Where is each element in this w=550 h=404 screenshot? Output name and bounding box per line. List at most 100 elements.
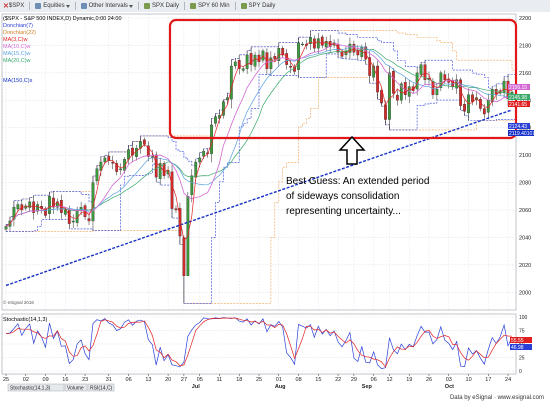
tab-label: RSI(14,C) bbox=[90, 386, 113, 392]
candle-body bbox=[435, 89, 439, 95]
y-tick-label: 2160 bbox=[519, 71, 531, 77]
stoch-tag-bg bbox=[510, 337, 532, 343]
close-icon[interactable]: ✕ bbox=[3, 3, 9, 10]
chevron-down-icon bbox=[65, 4, 70, 8]
toolbar-item-equities[interactable]: Equities bbox=[35, 3, 70, 9]
tab-label: Stochastic(14,1,3) bbox=[10, 386, 51, 392]
legend-ma150: MA(150,C)s bbox=[3, 78, 33, 84]
symbol-tab[interactable]: ✕ $SPX bbox=[3, 2, 24, 10]
candle-body bbox=[87, 218, 91, 222]
chart-title: ($SPX - S&P 500 INDEX,D) Dynamic,0:00 24… bbox=[3, 16, 122, 22]
candle-body bbox=[79, 207, 83, 211]
candle-body bbox=[190, 175, 194, 195]
price-tag-4: 2124.43 bbox=[509, 124, 527, 130]
chevron-down-icon bbox=[128, 4, 133, 8]
legend-donchian7: Donchian(7) bbox=[3, 23, 33, 29]
ma3-line bbox=[5, 40, 513, 242]
consolidation-box bbox=[168, 18, 518, 140]
candle-body bbox=[419, 64, 423, 75]
candle-body bbox=[154, 154, 158, 178]
annotation-line-3: representing uncertainty... bbox=[286, 206, 401, 217]
footer: Data by eSignal · www.esignal.com bbox=[0, 394, 550, 404]
x-tick-label: 12 bbox=[386, 377, 392, 383]
candle-body bbox=[225, 97, 229, 101]
x-tick-label: 08 bbox=[296, 377, 302, 383]
candle-body bbox=[103, 157, 107, 163]
legend-ma15: MA(15,C)w bbox=[3, 51, 31, 57]
ma15-line bbox=[5, 45, 513, 227]
price-chart[interactable]: 2000202020402060208021002120214021602180… bbox=[0, 12, 550, 394]
month-label: Sep bbox=[362, 384, 373, 390]
price-tag-bg bbox=[508, 94, 530, 100]
price-tag-bg bbox=[508, 130, 534, 136]
month-label: Jul bbox=[192, 384, 200, 390]
toolbar-item-other-intervals[interactable]: Other Intervals bbox=[80, 3, 133, 9]
x-tick-label: 22 bbox=[335, 377, 341, 383]
x-tick-label: 16 bbox=[62, 377, 68, 383]
candle-body bbox=[178, 208, 182, 237]
stochastic-k-line bbox=[5, 317, 513, 369]
candle-body bbox=[67, 209, 71, 224]
x-tick-label: 19 bbox=[406, 377, 412, 383]
up-arrow-icon bbox=[338, 135, 366, 165]
tab-rsi[interactable] bbox=[87, 383, 115, 392]
candle-body bbox=[395, 94, 399, 101]
price-tag-bg bbox=[508, 101, 530, 107]
stoch-tick-label: 100 bbox=[519, 315, 528, 321]
toolbar-item-label: SPY Daily bbox=[248, 3, 276, 9]
y-tick-label: 2180 bbox=[519, 43, 531, 49]
y-tick-label: 2200 bbox=[519, 16, 531, 22]
candle-body bbox=[170, 171, 174, 209]
candle-body bbox=[36, 204, 40, 212]
candle-body bbox=[229, 65, 233, 100]
candle-body bbox=[222, 101, 225, 116]
chart-icon bbox=[143, 3, 150, 9]
stoch-tick-label: 75 bbox=[519, 329, 525, 335]
x-tick-label: 06 bbox=[126, 377, 132, 383]
price-tag-1: 2156.15 bbox=[509, 85, 527, 91]
x-tick-label: 27 bbox=[181, 377, 187, 383]
candle-body bbox=[392, 71, 395, 94]
x-tick-label: 18 bbox=[236, 377, 242, 383]
candle-body bbox=[233, 61, 237, 67]
candle-body bbox=[245, 54, 249, 69]
candle-body bbox=[119, 168, 123, 171]
candle-body bbox=[356, 50, 360, 56]
x-tick-label: 10 bbox=[466, 377, 472, 383]
stoch-tick-label: 25 bbox=[519, 356, 525, 362]
toolbar-item-spy-60[interactable]: SPY 60 Min bbox=[189, 3, 230, 9]
y-tick-label: 2040 bbox=[519, 235, 531, 241]
y-tick-label: 2080 bbox=[519, 181, 531, 187]
candle-body bbox=[316, 38, 320, 49]
legend-ma3: MA(3,C)w bbox=[3, 37, 27, 43]
candle-body bbox=[368, 57, 372, 76]
x-tick-label: 05 bbox=[197, 377, 203, 383]
toolbar-item-spy-daily[interactable]: SPY Daily bbox=[240, 3, 276, 9]
candle-body bbox=[455, 79, 459, 89]
toolbar-item-label: SPY 60 Min bbox=[197, 3, 230, 9]
candle-body bbox=[48, 196, 51, 214]
footer-credit: Data by eSignal · www.esignal.com bbox=[449, 395, 544, 401]
candle-body bbox=[463, 103, 466, 112]
candle-body bbox=[214, 116, 217, 124]
x-tick-label: 11 bbox=[216, 377, 222, 383]
tab-stochastic[interactable] bbox=[7, 383, 65, 392]
candle-body bbox=[384, 104, 387, 120]
x-tick-label: 24 bbox=[505, 377, 511, 383]
candle-body bbox=[111, 162, 115, 164]
price-tag-5: 2119.40107 bbox=[509, 131, 535, 137]
stochastic-d-line bbox=[5, 317, 513, 368]
y-tick-label: 2020 bbox=[519, 263, 531, 269]
toolbar-item-spx-daily[interactable]: SPX Daily bbox=[143, 3, 179, 9]
price-tag-bg bbox=[508, 84, 530, 90]
candle-body bbox=[52, 197, 55, 208]
tab-volume[interactable] bbox=[64, 383, 88, 392]
toolbar-divider bbox=[29, 2, 31, 10]
symbol-label: $SPX bbox=[8, 3, 25, 9]
grid-icon bbox=[80, 3, 87, 9]
x-tick-label: 13 bbox=[145, 377, 151, 383]
candle-body bbox=[443, 74, 447, 80]
candle-body bbox=[142, 139, 146, 145]
candle-body bbox=[135, 148, 138, 157]
annotation-line-1: Best Guess: An extended period bbox=[286, 176, 429, 187]
